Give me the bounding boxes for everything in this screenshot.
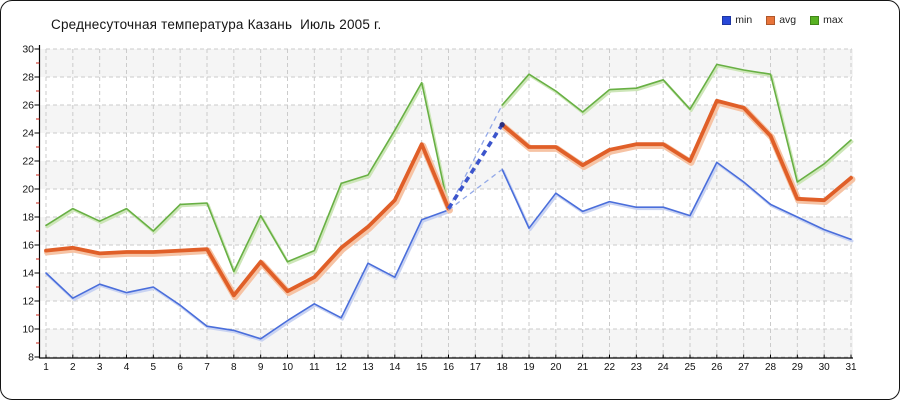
x-tick-label: 30 — [819, 362, 831, 373]
x-tick-label: 19 — [523, 362, 535, 373]
plot-band — [40, 105, 853, 133]
x-tick-label: 28 — [765, 362, 777, 373]
min-interp-dashed — [448, 168, 503, 211]
plot-band — [40, 49, 853, 77]
min-line — [45, 161, 852, 340]
legend-swatch-min-icon — [722, 15, 732, 25]
y-tick-label: 24 — [22, 128, 34, 140]
x-tick-label: 24 — [658, 362, 670, 373]
legend-swatch-max-icon — [810, 15, 820, 25]
y-tick-label: 18 — [22, 212, 34, 224]
y-tick-label: 16 — [22, 240, 34, 252]
x-tick-label: 13 — [362, 362, 374, 373]
legend: min avg max — [722, 14, 843, 26]
y-tick-label: 20 — [22, 184, 34, 196]
x-tick-label: 25 — [684, 362, 696, 373]
y-tick-label: 10 — [22, 324, 34, 336]
x-tick-label: 20 — [550, 362, 562, 373]
legend-label-avg: avg — [779, 14, 797, 26]
plot-band — [40, 217, 853, 245]
legend-item-max: max — [810, 14, 843, 26]
legend-item-avg: avg — [766, 14, 796, 26]
y-tick-label: 8 — [28, 352, 34, 364]
x-tick-label: 22 — [604, 362, 616, 373]
y-tick-label: 14 — [22, 268, 34, 280]
x-tick-label: 1 — [43, 362, 49, 373]
x-tick-label: 8 — [231, 362, 237, 373]
max-interp-dashed — [447, 104, 503, 209]
max-line — [45, 63, 852, 273]
x-tick-label: 7 — [204, 362, 210, 373]
x-tick-label: 14 — [389, 362, 401, 373]
chart-title: Среднесуточная температура Казань Июль 2… — [51, 17, 382, 32]
x-tick-label: 2 — [70, 362, 76, 373]
x-tick-label: 10 — [282, 362, 294, 373]
y-tick-label: 12 — [22, 296, 34, 308]
x-tick-label: 26 — [711, 362, 723, 373]
y-tick-label: 26 — [22, 100, 34, 112]
y-tick-label: 28 — [22, 72, 34, 84]
y-tick-label: 22 — [22, 156, 34, 168]
legend-label-min: min — [735, 14, 753, 26]
x-tick-label: 3 — [97, 362, 103, 373]
x-tick-label: 6 — [177, 362, 183, 373]
x-tick-label: 4 — [124, 362, 130, 373]
x-tick-label: 29 — [792, 362, 804, 373]
interp-end-marker — [499, 122, 505, 128]
x-tick-label: 18 — [497, 362, 509, 373]
x-tick-label: 17 — [470, 362, 482, 373]
legend-label-max: max — [823, 14, 843, 26]
x-tick-label: 16 — [443, 362, 455, 373]
plot-band — [40, 329, 853, 357]
x-tick-label: 5 — [151, 362, 157, 373]
plot-band — [40, 273, 853, 301]
legend-item-min: min — [722, 14, 752, 26]
x-tick-label: 27 — [738, 362, 750, 373]
x-tick-label: 21 — [577, 362, 589, 373]
x-tick-label: 9 — [258, 362, 264, 373]
x-tick-label: 31 — [845, 362, 857, 373]
x-tick-label: 12 — [336, 362, 348, 373]
avg-line — [44, 98, 853, 298]
x-tick-label: 15 — [416, 362, 428, 373]
x-tick-label: 23 — [631, 362, 643, 373]
x-tick-label: 11 — [309, 362, 320, 373]
legend-swatch-avg-icon — [766, 15, 776, 25]
y-tick-label: 30 — [22, 44, 34, 56]
